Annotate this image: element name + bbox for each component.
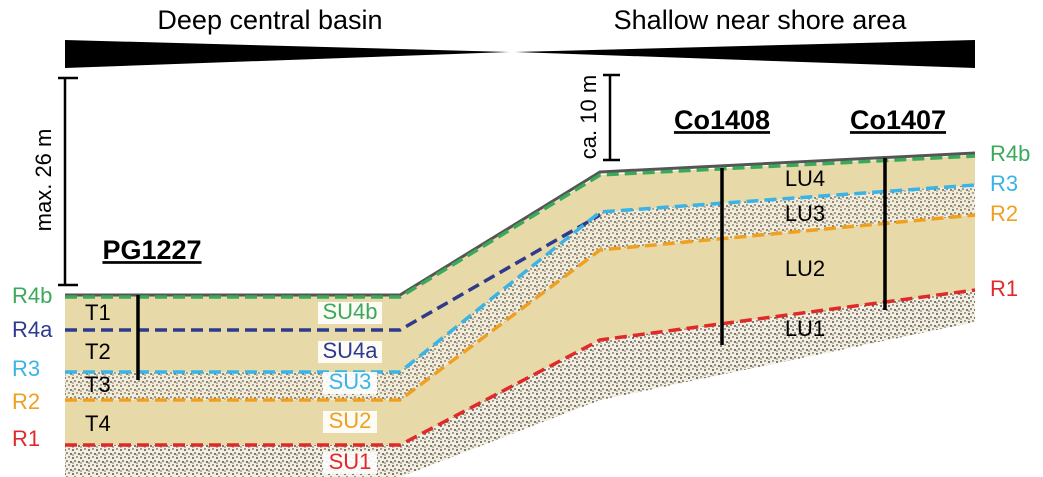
reflector-r3 (65, 183, 976, 374)
reflector-label: R1 (990, 276, 1018, 301)
core-unit: T2 (85, 339, 111, 364)
core-unit: T3 (85, 372, 111, 397)
sand-layer (65, 185, 975, 400)
reflector-r2 (65, 213, 976, 402)
seismic-unit: SU4b (322, 299, 377, 324)
right-title: Shallow near shore area (614, 5, 908, 35)
reflector-label: R3 (12, 356, 40, 381)
core-label: Co1407 (850, 105, 946, 135)
seismic-unit: SU2 (329, 408, 372, 433)
lake-floor (65, 151, 976, 297)
seismic-unit: SU3 (329, 369, 372, 394)
core-line (136, 158, 887, 380)
reflector-label: R2 (12, 389, 40, 414)
seismic-unit-boxes (318, 302, 382, 474)
thickness-wedge-right (515, 40, 975, 68)
reflector-label: R2 (990, 201, 1018, 226)
core-unit: T1 (85, 300, 111, 325)
reflector-label: R4b (990, 141, 1030, 166)
reflector-label: R1 (12, 426, 40, 451)
reflector-r4b (65, 154, 976, 299)
core-label: Co1408 (674, 105, 770, 135)
reflector-label: R4a (12, 317, 53, 342)
lithologic-unit: LU4 (785, 166, 825, 191)
left-title: Deep central basin (157, 5, 382, 35)
seismic-unit: SU4a (322, 338, 378, 363)
reflector-label: R4b (12, 283, 52, 308)
lithologic-unit: LU2 (785, 256, 825, 281)
lithologic-unit: LU3 (785, 201, 825, 226)
core-label: PG1227 (102, 235, 201, 265)
reflector-r1 (65, 288, 976, 447)
scale-bar (58, 73, 620, 287)
scale-label: ca. 10 m (576, 75, 601, 159)
reflector-r4a (65, 213, 601, 332)
core-unit: T4 (85, 411, 111, 436)
seismic-unit: SU1 (329, 449, 372, 474)
reflector-label: R3 (990, 171, 1018, 196)
thickness-wedge-left (65, 40, 510, 68)
lithologic-unit: LU1 (785, 316, 825, 341)
scale-label: max. 26 m (31, 129, 56, 232)
